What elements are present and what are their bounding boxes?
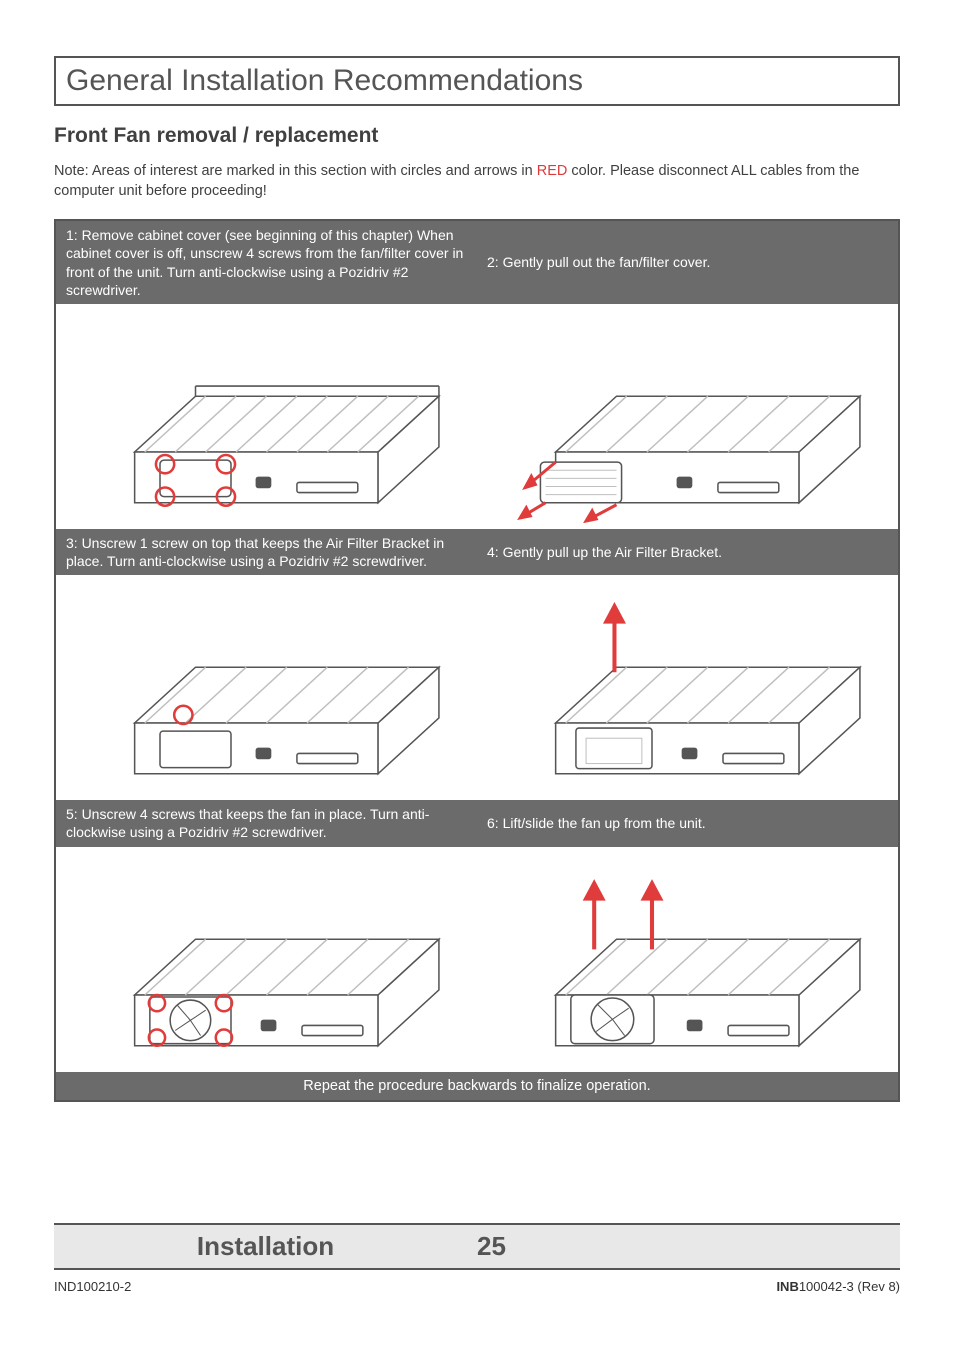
footer-label: Installation xyxy=(54,1231,477,1262)
page-number: 25 xyxy=(477,1231,506,1262)
step-5-diagram xyxy=(56,847,477,1072)
note-red-word: RED xyxy=(537,163,568,179)
subsection-title: Front Fan removal / replacement xyxy=(54,124,900,148)
footer-bar: Installation 25 xyxy=(54,1223,900,1270)
doc-id-left: IND100210-2 xyxy=(54,1279,131,1294)
section-title-box: General Installation Recommendations xyxy=(54,56,900,106)
section-title: General Installation Recommendations xyxy=(66,64,888,98)
step-2-caption: 2: Gently pull out the fan/filter cover. xyxy=(477,221,898,304)
caption-row-3: 5: Unscrew 4 screws that keeps the fan i… xyxy=(56,800,898,846)
doc-id-row: IND100210-2 INB100042-3 (Rev 8) xyxy=(54,1279,900,1294)
image-row-2 xyxy=(56,575,898,800)
step-6-diagram xyxy=(477,847,898,1072)
doc-id-right: INB100042-3 (Rev 8) xyxy=(776,1279,900,1294)
caption-row-2: 3: Unscrew 1 screw on top that keeps the… xyxy=(56,529,898,575)
note-paragraph: Note: Areas of interest are marked in th… xyxy=(54,162,900,201)
step-4-diagram xyxy=(477,575,898,800)
step-4-caption: 4: Gently pull up the Air Filter Bracket… xyxy=(477,529,898,575)
repeat-instruction: Repeat the procedure backwards to finali… xyxy=(56,1072,898,1100)
step-6-caption: 6: Lift/slide the fan up from the unit. xyxy=(477,800,898,846)
image-row-1 xyxy=(56,304,898,529)
step-1-diagram xyxy=(56,304,477,529)
step-2-diagram xyxy=(477,304,898,529)
step-5-caption: 5: Unscrew 4 screws that keeps the fan i… xyxy=(56,800,477,846)
step-3-diagram xyxy=(56,575,477,800)
step-3-caption: 3: Unscrew 1 screw on top that keeps the… xyxy=(56,529,477,575)
image-row-3 xyxy=(56,847,898,1072)
steps-container: 1: Remove cabinet cover (see beginning o… xyxy=(54,219,900,1102)
note-prefix: Note: Areas of interest are marked in th… xyxy=(54,163,537,179)
caption-row-1: 1: Remove cabinet cover (see beginning o… xyxy=(56,221,898,304)
step-1-caption: 1: Remove cabinet cover (see beginning o… xyxy=(56,221,477,304)
